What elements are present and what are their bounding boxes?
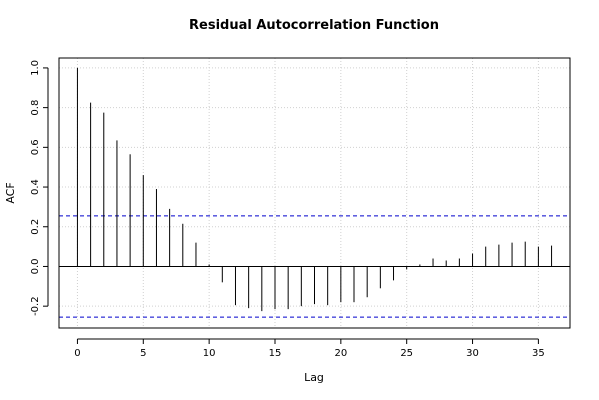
y-tick-label: -0.2 bbox=[30, 296, 41, 316]
y-axis-label: ACF bbox=[4, 182, 17, 203]
x-tick-label: 20 bbox=[334, 348, 347, 359]
axes: 0 5 10 15 20 25 30 35 -0.2 0.0 0.2 0.4 0.6 0.8 1.0 bbox=[30, 60, 545, 359]
x-tick-label: 0 bbox=[74, 348, 80, 359]
x-tick-label: 10 bbox=[203, 348, 216, 359]
y-tick-label: 0.2 bbox=[30, 219, 41, 235]
y-tick-label: 0.6 bbox=[30, 139, 41, 155]
confidence-bounds bbox=[59, 215, 570, 318]
y-tick-label: 1.0 bbox=[30, 60, 41, 76]
x-tick-label: 35 bbox=[532, 348, 545, 359]
y-tick-label: 0.0 bbox=[30, 259, 41, 275]
acf-bars bbox=[59, 67, 570, 312]
x-tick-label: 25 bbox=[400, 348, 413, 359]
chart-title: Residual Autocorrelation Function bbox=[189, 18, 439, 33]
x-tick-label: 5 bbox=[140, 348, 146, 359]
x-tick-label: 15 bbox=[269, 348, 282, 359]
y-tick-label: 0.4 bbox=[30, 179, 41, 195]
y-tick-label: 0.8 bbox=[30, 100, 41, 116]
x-axis-label: Lag bbox=[304, 371, 324, 384]
x-tick-label: 30 bbox=[466, 348, 479, 359]
plot-frame bbox=[58, 57, 571, 329]
